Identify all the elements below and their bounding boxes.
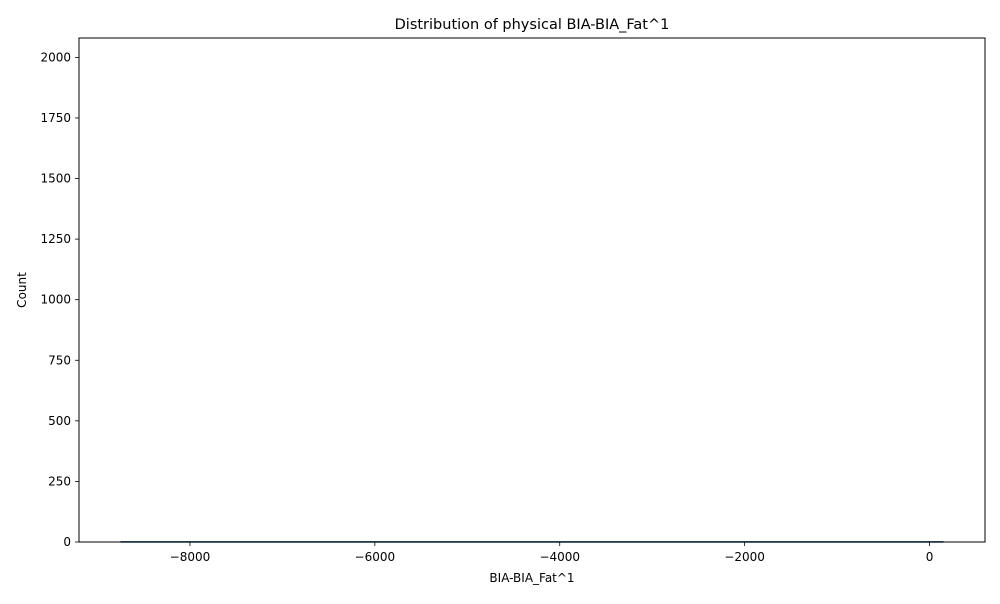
y-tick-label: 500	[48, 414, 71, 428]
y-axis-ticks: 0 250 500 750 1000 1250 1500 1750 2000	[40, 50, 79, 549]
x-tick-label: −8000	[170, 550, 211, 564]
x-tick-label: −4000	[539, 550, 580, 564]
y-tick-label: 0	[63, 535, 71, 549]
y-axis-label: Count	[15, 272, 29, 308]
x-tick-label: 0	[926, 550, 934, 564]
y-tick-label: 1000	[40, 293, 71, 307]
y-tick-label: 1500	[40, 172, 71, 186]
x-tick-label: −6000	[355, 550, 396, 564]
x-axis-label: BIA-BIA_Fat^1	[489, 571, 574, 585]
chart-title: Distribution of physical BIA-BIA_Fat^1	[395, 17, 670, 33]
y-tick-label: 250	[48, 474, 71, 488]
y-tick-label: 2000	[40, 50, 71, 64]
y-tick-label: 1250	[40, 232, 71, 246]
x-axis-ticks: −8000 −6000 −4000 −2000 0	[170, 542, 934, 564]
y-tick-label: 1750	[40, 111, 71, 125]
y-tick-label: 750	[48, 353, 71, 367]
x-tick-label: −2000	[724, 550, 765, 564]
plot-frame	[79, 38, 985, 542]
